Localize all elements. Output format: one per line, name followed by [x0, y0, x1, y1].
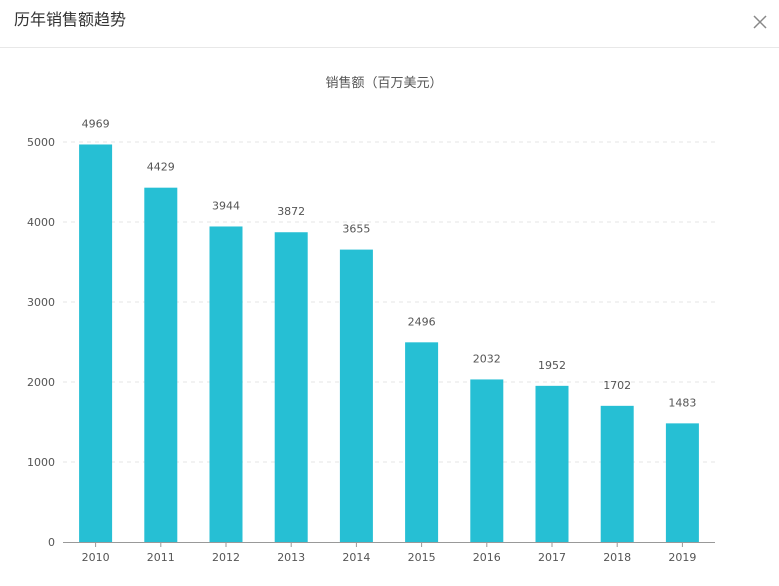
data-label: 2032 — [473, 352, 501, 365]
bar[interactable] — [405, 342, 439, 542]
y-tick-label: 0 — [48, 536, 55, 549]
y-tick-label: 3000 — [27, 296, 55, 309]
x-tick-label: 2015 — [408, 551, 436, 564]
data-label: 1702 — [603, 379, 631, 392]
y-tick-label: 1000 — [27, 456, 55, 469]
x-axis-ticks: 2010 2011 2012 2013 2014 2015 2016 2017 2018 2019 — [82, 542, 696, 564]
bar[interactable] — [144, 187, 178, 542]
y-tick-label: 5000 — [27, 136, 55, 149]
dialog-title: 历年销售额趋势 — [14, 10, 127, 29]
bar[interactable] — [274, 232, 308, 543]
x-tick-label: 2013 — [277, 551, 305, 564]
y-tick-label: 2000 — [27, 376, 55, 389]
x-tick-label: 2010 — [82, 551, 110, 564]
chart-title: 销售额（百万美元） — [325, 75, 442, 91]
bar[interactable] — [79, 144, 113, 542]
dialog-header: 历年销售额趋势 — [0, 0, 779, 48]
bar[interactable] — [470, 379, 504, 542]
x-tick-label: 2012 — [212, 551, 240, 564]
data-label: 3872 — [277, 205, 305, 218]
data-label: 3944 — [212, 199, 240, 212]
close-icon[interactable] — [748, 10, 772, 34]
bar-chart: 销售额（百万美元） 0 1000 2000 3000 4000 5000 4969 4429… — [27, 75, 715, 564]
data-label: 1483 — [668, 396, 696, 409]
x-tick-label: 2019 — [668, 551, 696, 564]
x-tick-label: 2018 — [603, 551, 631, 564]
y-axis-ticks: 0 1000 2000 3000 4000 5000 — [27, 136, 55, 549]
y-tick-label: 4000 — [27, 216, 55, 229]
x-tick-label: 2016 — [473, 551, 501, 564]
bar[interactable] — [535, 385, 569, 542]
bar[interactable] — [339, 249, 373, 542]
data-label: 2496 — [408, 315, 436, 328]
bar[interactable] — [209, 226, 243, 543]
data-label: 1952 — [538, 359, 566, 372]
x-tick-label: 2014 — [342, 551, 370, 564]
bar[interactable] — [665, 423, 699, 542]
bar[interactable] — [600, 405, 634, 542]
data-label: 4969 — [82, 117, 110, 130]
data-label: 3655 — [342, 223, 370, 236]
x-tick-label: 2011 — [147, 551, 175, 564]
data-label: 4429 — [147, 161, 175, 174]
bars — [79, 144, 699, 543]
data-labels: 4969 4429 3944 3872 3655 2496 2032 1952 1702 1483 — [82, 117, 697, 409]
x-tick-label: 2017 — [538, 551, 566, 564]
